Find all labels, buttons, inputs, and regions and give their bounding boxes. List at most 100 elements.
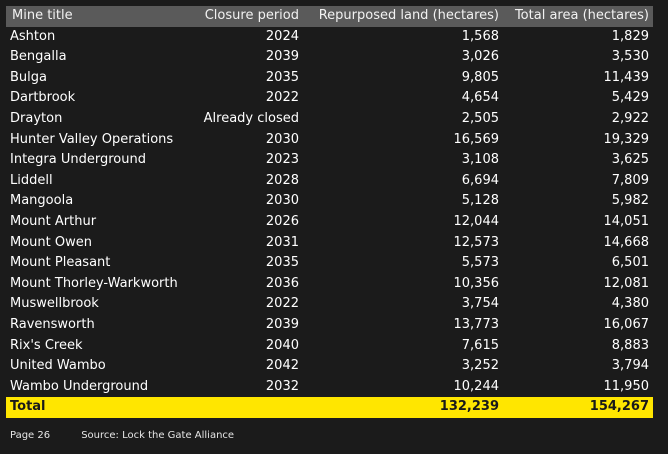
mine-closure-table: Mine title Closure period Repurposed lan… bbox=[6, 6, 653, 418]
total-row: Total 132,239 154,267 bbox=[6, 397, 653, 418]
header-mine-title: Mine title bbox=[12, 8, 73, 23]
table-row: United Wambo 2042 3,252 3,794 bbox=[6, 356, 653, 377]
repurposed-land-cell: 9,805 bbox=[461, 69, 499, 85]
repurposed-land-cell: 12,573 bbox=[453, 234, 500, 250]
total-area-cell: 5,429 bbox=[611, 90, 649, 106]
mine-title-cell: Hunter Valley Operations bbox=[10, 131, 174, 147]
closure-period-cell: 2022 bbox=[265, 90, 299, 106]
table-row: Drayton Already closed 2,505 2,922 bbox=[6, 109, 653, 130]
header-repurposed-land: Repurposed land (hectares) bbox=[318, 8, 499, 23]
closure-period-cell: 2030 bbox=[265, 131, 299, 147]
mine-title-cell: Mangoola bbox=[10, 193, 74, 209]
closure-period-cell: 2028 bbox=[265, 172, 299, 188]
header-closure-period: Closure period bbox=[204, 8, 299, 23]
total-area-cell: 3,625 bbox=[611, 152, 649, 168]
table-header: Mine title Closure period Repurposed lan… bbox=[6, 6, 653, 27]
table-row: Mount Thorley-Warkworth 2036 10,356 12,081 bbox=[6, 274, 653, 295]
repurposed-land-cell: 10,244 bbox=[453, 378, 500, 394]
table-row: Muswellbrook 2022 3,754 4,380 bbox=[6, 294, 653, 315]
header-row: Mine title Closure period Repurposed lan… bbox=[6, 6, 653, 27]
repurposed-land-cell: 1,568 bbox=[461, 28, 499, 44]
closure-period-cell: 2036 bbox=[265, 275, 299, 291]
mine-title-cell: Dartbrook bbox=[10, 90, 76, 106]
repurposed-land-cell: 4,654 bbox=[461, 90, 499, 106]
closure-period-cell: 2022 bbox=[265, 296, 299, 312]
repurposed-land-cell: 3,252 bbox=[461, 358, 499, 374]
table-row: Mount Pleasant 2035 5,573 6,501 bbox=[6, 253, 653, 274]
closure-period-cell: 2040 bbox=[265, 337, 299, 353]
repurposed-land-cell: 12,044 bbox=[453, 213, 500, 229]
table-row: Liddell 2028 6,694 7,809 bbox=[6, 171, 653, 192]
repurposed-land-cell: 2,505 bbox=[461, 110, 499, 126]
total-area-cell: 2,922 bbox=[611, 110, 649, 126]
mine-title-cell: Rix's Creek bbox=[10, 337, 83, 353]
total-area-cell: 14,051 bbox=[603, 213, 650, 229]
table-row: Dartbrook 2022 4,654 5,429 bbox=[6, 88, 653, 109]
total-area: 154,267 bbox=[589, 399, 649, 415]
table-row: Bulga 2035 9,805 11,439 bbox=[6, 68, 653, 89]
closure-period-cell: 2030 bbox=[265, 193, 299, 209]
repurposed-land-cell: 13,773 bbox=[453, 316, 500, 332]
total-area-cell: 5,982 bbox=[611, 193, 649, 209]
mine-title-cell: Bulga bbox=[10, 69, 47, 85]
repurposed-land-cell: 10,356 bbox=[453, 275, 500, 291]
repurposed-land-cell: 3,026 bbox=[461, 49, 499, 65]
closure-period-cell: 2035 bbox=[265, 69, 299, 85]
total-area-cell: 11,439 bbox=[603, 69, 650, 85]
table-row: Hunter Valley Operations 2030 16,569 19,329 bbox=[6, 130, 653, 151]
total-area-cell: 1,829 bbox=[611, 28, 649, 44]
total-area-cell: 11,950 bbox=[603, 378, 650, 394]
closure-period-cell: 2031 bbox=[265, 234, 299, 250]
source-note: Source: Lock the Gate Alliance bbox=[81, 430, 235, 441]
mine-title-cell: Drayton bbox=[10, 110, 63, 126]
mine-title-cell: Mount Thorley-Warkworth bbox=[10, 275, 178, 291]
header-total-area: Total area (hectares) bbox=[514, 8, 649, 23]
total-area-cell: 12,081 bbox=[603, 275, 650, 291]
total-area-cell: 7,809 bbox=[611, 172, 649, 188]
mine-title-cell: Mount Owen bbox=[10, 234, 92, 250]
mine-title-cell: Mount Pleasant bbox=[10, 255, 111, 271]
closure-period-cell: 2026 bbox=[265, 213, 299, 229]
page-footer: Page 26 Source: Lock the Gate Alliance bbox=[10, 430, 234, 441]
repurposed-land-cell: 7,615 bbox=[461, 337, 499, 353]
mine-title-cell: Ravensworth bbox=[10, 316, 95, 332]
repurposed-land-cell: 6,694 bbox=[461, 172, 499, 188]
total-label: Total bbox=[10, 399, 46, 415]
table-row: Rix's Creek 2040 7,615 8,883 bbox=[6, 336, 653, 357]
table-row: Ashton 2024 1,568 1,829 bbox=[6, 27, 653, 48]
mine-title-cell: United Wambo bbox=[10, 358, 106, 374]
page-number: Page 26 bbox=[10, 430, 51, 441]
repurposed-land-cell: 16,569 bbox=[453, 131, 500, 147]
repurposed-land-cell: 5,573 bbox=[461, 255, 499, 271]
repurposed-land-cell: 5,128 bbox=[461, 193, 499, 209]
total-area-cell: 3,794 bbox=[611, 358, 649, 374]
total-area-cell: 6,501 bbox=[611, 255, 649, 271]
total-area-cell: 16,067 bbox=[603, 316, 650, 332]
closure-period-cell: 2039 bbox=[265, 316, 299, 332]
mine-title-cell: Muswellbrook bbox=[10, 296, 99, 312]
repurposed-land-cell: 3,108 bbox=[461, 152, 499, 168]
closure-period-cell: 2039 bbox=[265, 49, 299, 65]
table-row: Bengalla 2039 3,026 3,530 bbox=[6, 47, 653, 68]
table-footer: Total 132,239 154,267 bbox=[6, 397, 653, 418]
table-row: Mount Arthur 2026 12,044 14,051 bbox=[6, 212, 653, 233]
table-row: Mangoola 2030 5,128 5,982 bbox=[6, 191, 653, 212]
closure-period-cell: 2035 bbox=[265, 255, 299, 271]
closure-period-cell: 2024 bbox=[265, 28, 299, 44]
closure-period-cell: 2023 bbox=[265, 152, 299, 168]
mine-title-cell: Ashton bbox=[10, 28, 56, 44]
table-row: Integra Underground 2023 3,108 3,625 bbox=[6, 150, 653, 171]
table-row: Ravensworth 2039 13,773 16,067 bbox=[6, 315, 653, 336]
total-closure bbox=[189, 397, 303, 418]
closure-period-cell: 2042 bbox=[265, 358, 299, 374]
table-body: Ashton 2024 1,568 1,829 Bengalla 2039 3,026 3,5… bbox=[6, 27, 653, 398]
mine-title-cell: Wambo Underground bbox=[10, 378, 149, 394]
total-repurposed-land: 132,239 bbox=[439, 399, 499, 415]
mine-title-cell: Integra Underground bbox=[10, 152, 146, 168]
total-area-cell: 8,883 bbox=[611, 337, 649, 353]
closure-period-cell: Already closed bbox=[203, 110, 299, 126]
total-area-cell: 19,329 bbox=[603, 131, 650, 147]
table-row: Wambo Underground 2032 10,244 11,950 bbox=[6, 377, 653, 398]
mine-title-cell: Bengalla bbox=[10, 49, 67, 65]
